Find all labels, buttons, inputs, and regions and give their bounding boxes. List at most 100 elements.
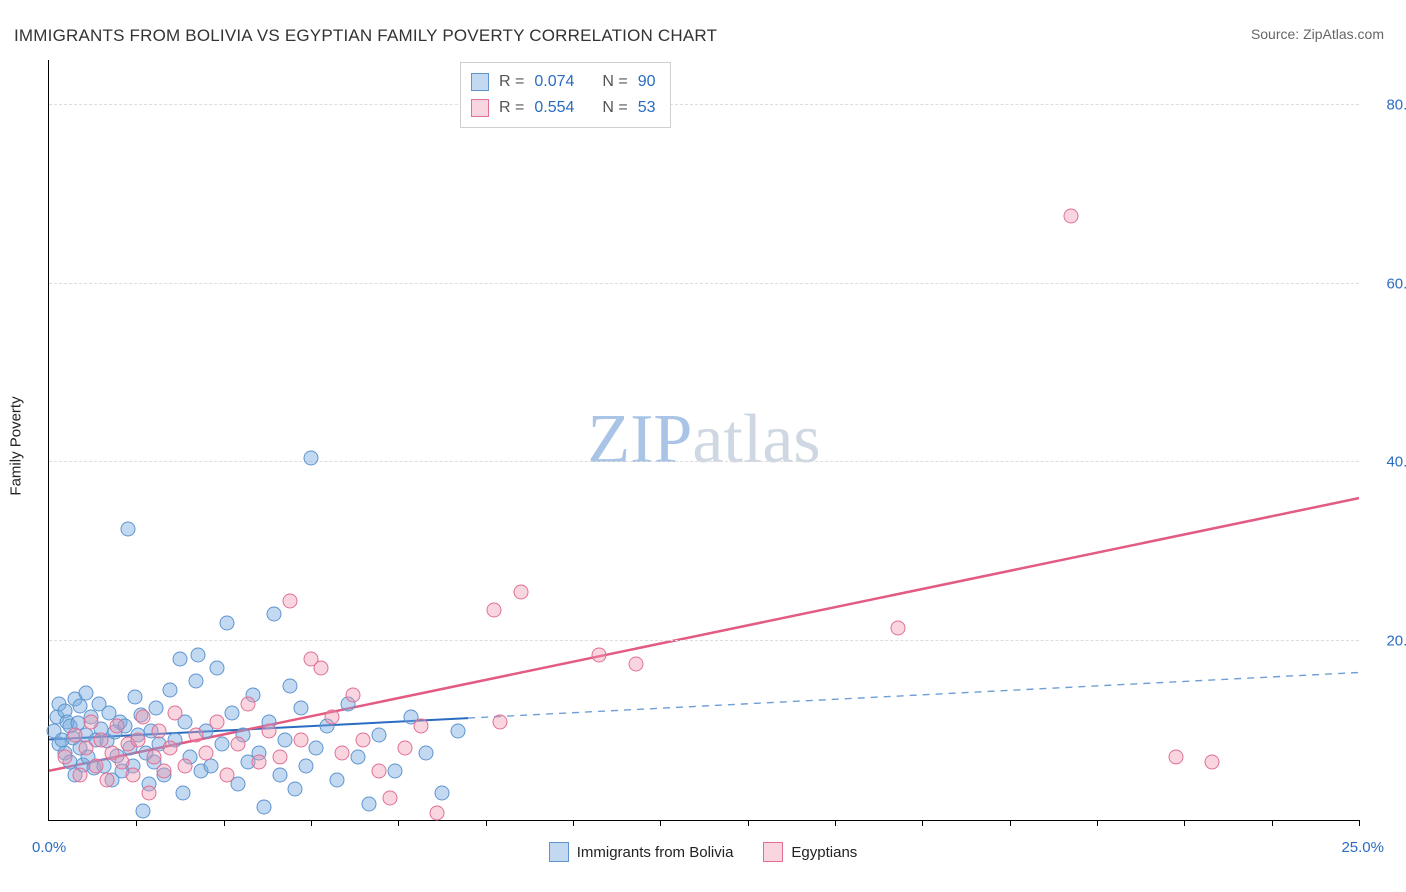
x-tick-mark	[1359, 820, 1360, 826]
legend-item-bolivia: Immigrants from Bolivia	[549, 842, 734, 862]
scatter-point-bolivia	[173, 652, 188, 667]
legend-swatch-bolivia	[549, 842, 569, 862]
watermark: ZIPatlas	[587, 400, 820, 480]
scatter-point-bolivia	[304, 450, 319, 465]
scatter-point-bolivia	[330, 772, 345, 787]
scatter-point-bolivia	[162, 683, 177, 698]
x-tick-label-hi: 25.0%	[1341, 839, 1384, 856]
scatter-point-egypt	[73, 768, 88, 783]
scatter-point-egypt	[324, 710, 339, 725]
source-label: Source: ZipAtlas.com	[1251, 26, 1384, 42]
n-value: 53	[638, 99, 656, 117]
scatter-point-egypt	[110, 719, 125, 734]
n-label: N =	[602, 99, 627, 117]
scatter-point-egypt	[262, 723, 277, 738]
x-tick-mark	[486, 820, 487, 826]
scatter-point-bolivia	[272, 768, 287, 783]
legend-stats-row-bolivia: R =0.074N =90	[471, 69, 656, 95]
x-tick-label-lo: 0.0%	[32, 839, 66, 856]
scatter-point-bolivia	[435, 786, 450, 801]
scatter-point-bolivia	[361, 796, 376, 811]
scatter-point-egypt	[131, 732, 146, 747]
n-value: 90	[638, 73, 656, 91]
x-tick-mark	[835, 820, 836, 826]
n-label: N =	[602, 73, 627, 91]
scatter-point-egypt	[230, 737, 245, 752]
legend-item-egypt: Egyptians	[763, 842, 857, 862]
legend-stats-row-egypt: R =0.554N =53	[471, 95, 656, 121]
scatter-point-bolivia	[204, 759, 219, 774]
scatter-point-bolivia	[267, 607, 282, 622]
scatter-point-egypt	[1205, 754, 1220, 769]
legend-swatch-egypt	[471, 99, 489, 117]
y-tick-label: 80.0%	[1369, 96, 1406, 113]
scatter-point-egypt	[398, 741, 413, 756]
x-tick-mark	[1097, 820, 1098, 826]
x-tick-mark	[1272, 820, 1273, 826]
y-tick-label: 40.0%	[1369, 454, 1406, 471]
scatter-point-egypt	[57, 750, 72, 765]
plot-area: ZIPatlas 20.0%40.0%60.0%80.0%	[48, 60, 1359, 821]
x-tick-mark	[398, 820, 399, 826]
watermark-atlas: atlas	[692, 401, 820, 478]
scatter-point-egypt	[628, 656, 643, 671]
scatter-point-bolivia	[220, 616, 235, 631]
scatter-point-bolivia	[175, 786, 190, 801]
scatter-point-bolivia	[214, 737, 229, 752]
watermark-zip: ZIP	[587, 401, 692, 478]
x-tick-mark	[660, 820, 661, 826]
x-tick-mark	[1184, 820, 1185, 826]
grid-line	[49, 640, 1359, 641]
r-value: 0.074	[534, 73, 574, 91]
scatter-point-egypt	[372, 763, 387, 778]
legend-label-bolivia: Immigrants from Bolivia	[577, 844, 734, 861]
scatter-point-bolivia	[293, 701, 308, 716]
scatter-point-egypt	[283, 593, 298, 608]
scatter-point-bolivia	[256, 799, 271, 814]
scatter-point-egypt	[382, 790, 397, 805]
scatter-point-bolivia	[120, 522, 135, 537]
scatter-point-egypt	[178, 759, 193, 774]
scatter-point-bolivia	[298, 759, 313, 774]
y-tick-label: 20.0%	[1369, 633, 1406, 650]
x-tick-mark	[573, 820, 574, 826]
scatter-point-egypt	[167, 705, 182, 720]
scatter-point-egypt	[241, 696, 256, 711]
scatter-point-egypt	[83, 714, 98, 729]
scatter-point-bolivia	[188, 674, 203, 689]
scatter-point-bolivia	[387, 763, 402, 778]
scatter-point-bolivia	[372, 728, 387, 743]
scatter-point-egypt	[89, 759, 104, 774]
scatter-point-egypt	[251, 754, 266, 769]
trend-line-dash-bolivia	[468, 672, 1359, 718]
scatter-point-egypt	[209, 714, 224, 729]
legend-swatch-egypt	[763, 842, 783, 862]
scatter-point-egypt	[293, 732, 308, 747]
legend-stats: R =0.074N =90R =0.554N =53	[460, 62, 671, 128]
scatter-point-egypt	[1063, 209, 1078, 224]
scatter-point-bolivia	[283, 678, 298, 693]
x-tick-mark	[224, 820, 225, 826]
scatter-point-bolivia	[78, 686, 93, 701]
chart-title: IMMIGRANTS FROM BOLIVIA VS EGYPTIAN FAMI…	[14, 26, 717, 46]
scatter-point-bolivia	[191, 647, 206, 662]
scatter-point-bolivia	[225, 705, 240, 720]
scatter-point-egypt	[152, 723, 167, 738]
scatter-point-bolivia	[209, 661, 224, 676]
scatter-point-bolivia	[309, 741, 324, 756]
scatter-point-bolivia	[136, 804, 151, 819]
scatter-point-egypt	[592, 647, 607, 662]
legend-label-egypt: Egyptians	[791, 844, 857, 861]
scatter-point-egypt	[146, 750, 161, 765]
scatter-point-egypt	[356, 732, 371, 747]
legend-swatch-bolivia	[471, 73, 489, 91]
scatter-point-egypt	[487, 602, 502, 617]
scatter-point-egypt	[513, 585, 528, 600]
grid-line	[49, 461, 1359, 462]
r-value: 0.554	[534, 99, 574, 117]
scatter-point-egypt	[414, 719, 429, 734]
scatter-point-egypt	[78, 741, 93, 756]
scatter-point-egypt	[157, 763, 172, 778]
scatter-point-egypt	[68, 728, 83, 743]
scatter-point-egypt	[429, 805, 444, 820]
